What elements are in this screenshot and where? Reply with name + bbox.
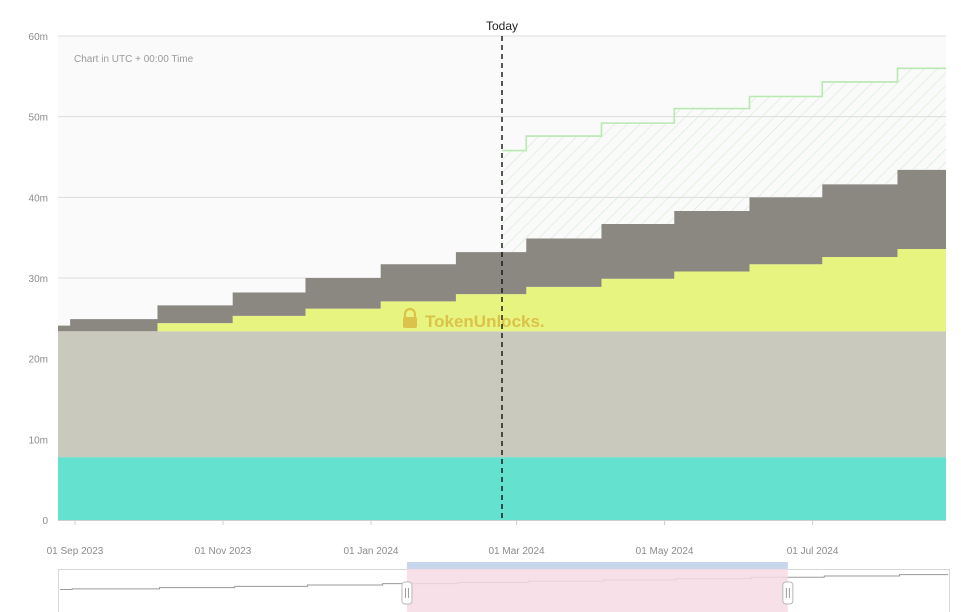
- x-tick-label: 01 Jul 2024: [787, 546, 839, 557]
- y-tick-label: 10m: [29, 435, 48, 446]
- y-axis: 0 10m 20m 30m 40m 50m 60m: [29, 32, 49, 527]
- today-label: Today: [486, 19, 518, 33]
- range-navigator[interactable]: [58, 562, 950, 612]
- navigator-handle-left[interactable]: [401, 581, 413, 605]
- handle-grip: [782, 581, 794, 605]
- series-area-3: [58, 248, 946, 332]
- navigator-scrollbar[interactable]: [406, 562, 788, 569]
- y-tick-label: 50m: [29, 113, 48, 124]
- navigator-selection[interactable]: [406, 566, 788, 612]
- lock-icon: [403, 307, 417, 328]
- x-tick-label: 01 Nov 2023: [195, 546, 252, 557]
- x-axis: 01 Sep 2023 01 Nov 2023 01 Jan 2024 01 Mar …: [47, 520, 946, 557]
- y-tick-label: 0: [42, 516, 48, 527]
- timezone-note: Chart in UTC + 00:00 Time: [74, 54, 194, 65]
- series-area-2: [58, 331, 946, 458]
- navigator-handle-right[interactable]: [782, 581, 794, 605]
- projection-area: [502, 68, 946, 253]
- series-area-4: [58, 169, 946, 332]
- x-tick-label: 01 Mar 2024: [488, 546, 545, 557]
- projection-line: [502, 67, 946, 152]
- handle-grip: [401, 581, 413, 605]
- y-tick-label: 60m: [29, 32, 48, 43]
- x-tick-label: 01 Sep 2023: [47, 546, 104, 557]
- x-tick-label: 01 Jan 2024: [343, 546, 398, 557]
- projection-layer: [502, 67, 946, 253]
- y-tick-label: 20m: [29, 355, 48, 366]
- today-marker: Today: [486, 19, 518, 520]
- watermark: TokenUnlocks.: [403, 307, 545, 331]
- watermark-text: TokenUnlocks.: [425, 312, 545, 331]
- y-tick-label: 40m: [29, 193, 48, 204]
- y-tick-label: 30m: [29, 274, 48, 285]
- x-tick-label: 01 May 2024: [636, 546, 694, 557]
